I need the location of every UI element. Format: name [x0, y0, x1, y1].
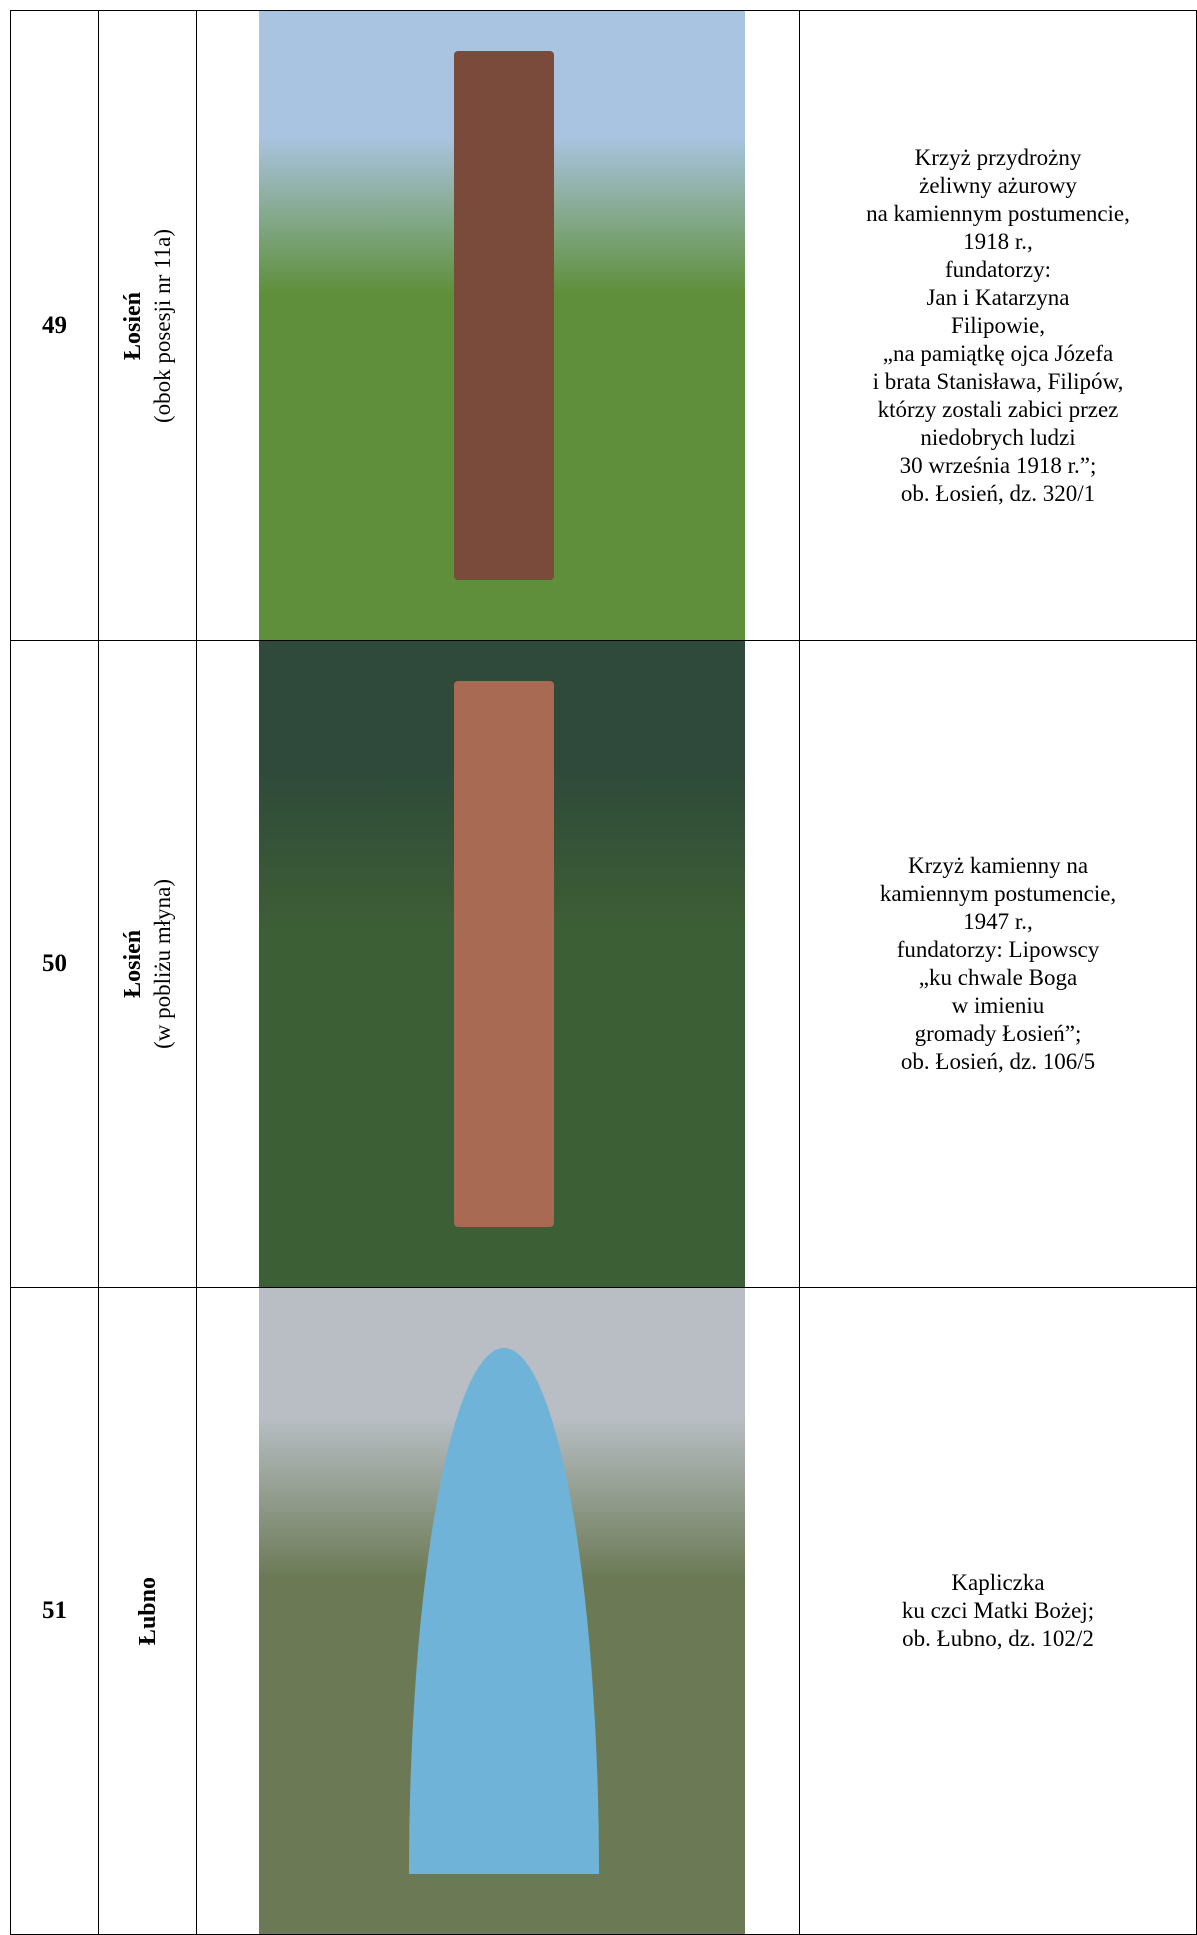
description-line: 30 września 1918 r.”;	[899, 452, 1097, 478]
place-name: Łubno	[134, 1576, 161, 1646]
place-label: Łosień (obok posesji nr 11a)	[118, 229, 178, 423]
description-line: na kamiennym postumencie,	[866, 200, 1130, 226]
description-line: fundatorzy: Lipowscy	[896, 937, 1100, 962]
description-line: ob. Łubno, dz. 102/2	[902, 1626, 1094, 1651]
description-line: w imieniu	[951, 993, 1045, 1018]
photo	[259, 1288, 745, 1934]
description-line: 1918 r.,	[963, 228, 1033, 254]
table-cell: 51	[10, 1287, 99, 1935]
table-cell: Krzyż kamienny na kamiennym postumencie, 1…	[799, 640, 1197, 1288]
table-cell: Łubno	[98, 1287, 197, 1935]
description-line: Filipowie,	[951, 312, 1045, 338]
description-line: „na pamiątkę ojca Józefa	[882, 340, 1114, 366]
row-number: 50	[42, 950, 67, 977]
table-cell	[196, 1287, 800, 1935]
photo	[259, 11, 745, 640]
table-cell: 50	[10, 640, 99, 1288]
description-line: niedobrych ludzi	[920, 424, 1076, 450]
description-line: ku czci Matki Bożej;	[901, 1598, 1095, 1623]
place-note: (w pobliżu młyna)	[149, 879, 175, 1049]
place-note: (obok posesji nr 11a)	[149, 228, 175, 423]
description-line: gromady Łosień”;	[914, 1021, 1082, 1046]
place-name: Łosień	[119, 291, 146, 360]
description-line: fundatorzy:	[944, 256, 1051, 282]
description-line: Jan i Katarzyna	[926, 284, 1070, 310]
monument	[409, 1348, 599, 1874]
table-cell: Krzyż przydrożny żeliwny ażurowy na kamien…	[799, 10, 1197, 641]
table-cell: Łosień (w pobliżu młyna)	[98, 640, 197, 1288]
table-cell: Łosień (obok posesji nr 11a)	[98, 10, 197, 641]
description-line: Krzyż kamienny na	[907, 853, 1089, 878]
place-name: Łosień	[119, 930, 146, 999]
row-number: 49	[42, 311, 67, 339]
place-label: Łosień (w pobliżu młyna)	[118, 879, 178, 1049]
description-line: Krzyż przydrożny	[914, 144, 1082, 170]
description-line: którzy zostali zabici przez	[877, 396, 1119, 422]
description-line: „ku chwale Boga	[918, 965, 1078, 990]
table-cell	[196, 10, 800, 641]
place-label: Łubno	[133, 1577, 163, 1645]
description-line: 1947 r.,	[963, 909, 1033, 934]
row-number: 51	[42, 1597, 67, 1624]
description-line: kamiennym postumencie,	[879, 881, 1117, 906]
table-cell	[196, 640, 800, 1288]
monument	[454, 681, 554, 1227]
photo	[259, 641, 745, 1287]
description-line: ob. Łosień, dz. 106/5	[900, 1049, 1096, 1074]
description-line: żeliwny ażurowy	[919, 172, 1077, 198]
monument	[454, 51, 554, 580]
table-cell: 49	[10, 10, 99, 641]
description-line: Kapliczka	[951, 1570, 1045, 1595]
description-line: i brata Stanisława, Filipów,	[872, 368, 1124, 394]
description-line: ob. Łosień, dz. 320/1	[900, 480, 1096, 506]
table-cell: Kapliczka ku czci Matki Bożej; ob. Łubno, …	[799, 1287, 1197, 1935]
